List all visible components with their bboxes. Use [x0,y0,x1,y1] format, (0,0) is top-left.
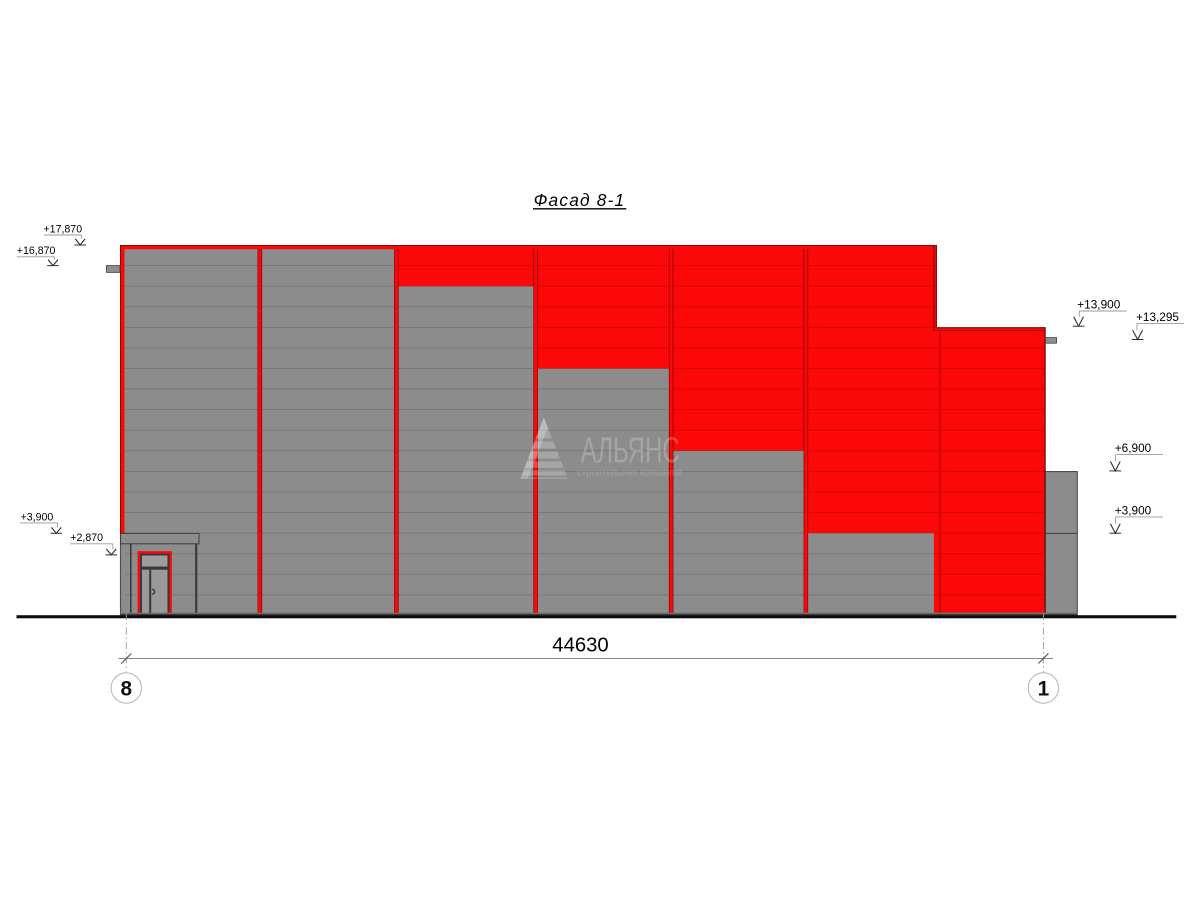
svg-text:+13,900: +13,900 [1077,297,1120,311]
svg-text:АЛЬЯНС: АЛЬЯНС [581,430,680,471]
svg-text:1: 1 [1038,677,1050,700]
svg-text:строительная компания: строительная компания [577,468,682,479]
svg-text:+2,870: +2,870 [70,532,103,544]
svg-text:+6,900: +6,900 [1115,441,1152,455]
svg-text:44630: 44630 [552,635,608,657]
svg-text:+17,870: +17,870 [44,223,83,235]
svg-text:Фасад 8-1: Фасад 8-1 [534,190,626,210]
svg-text:+3,900: +3,900 [21,511,54,523]
svg-text:8: 8 [121,677,133,700]
svg-text:+13,295: +13,295 [1136,310,1179,324]
svg-text:+3,900: +3,900 [1115,503,1152,517]
svg-text:+16,870: +16,870 [17,245,56,257]
